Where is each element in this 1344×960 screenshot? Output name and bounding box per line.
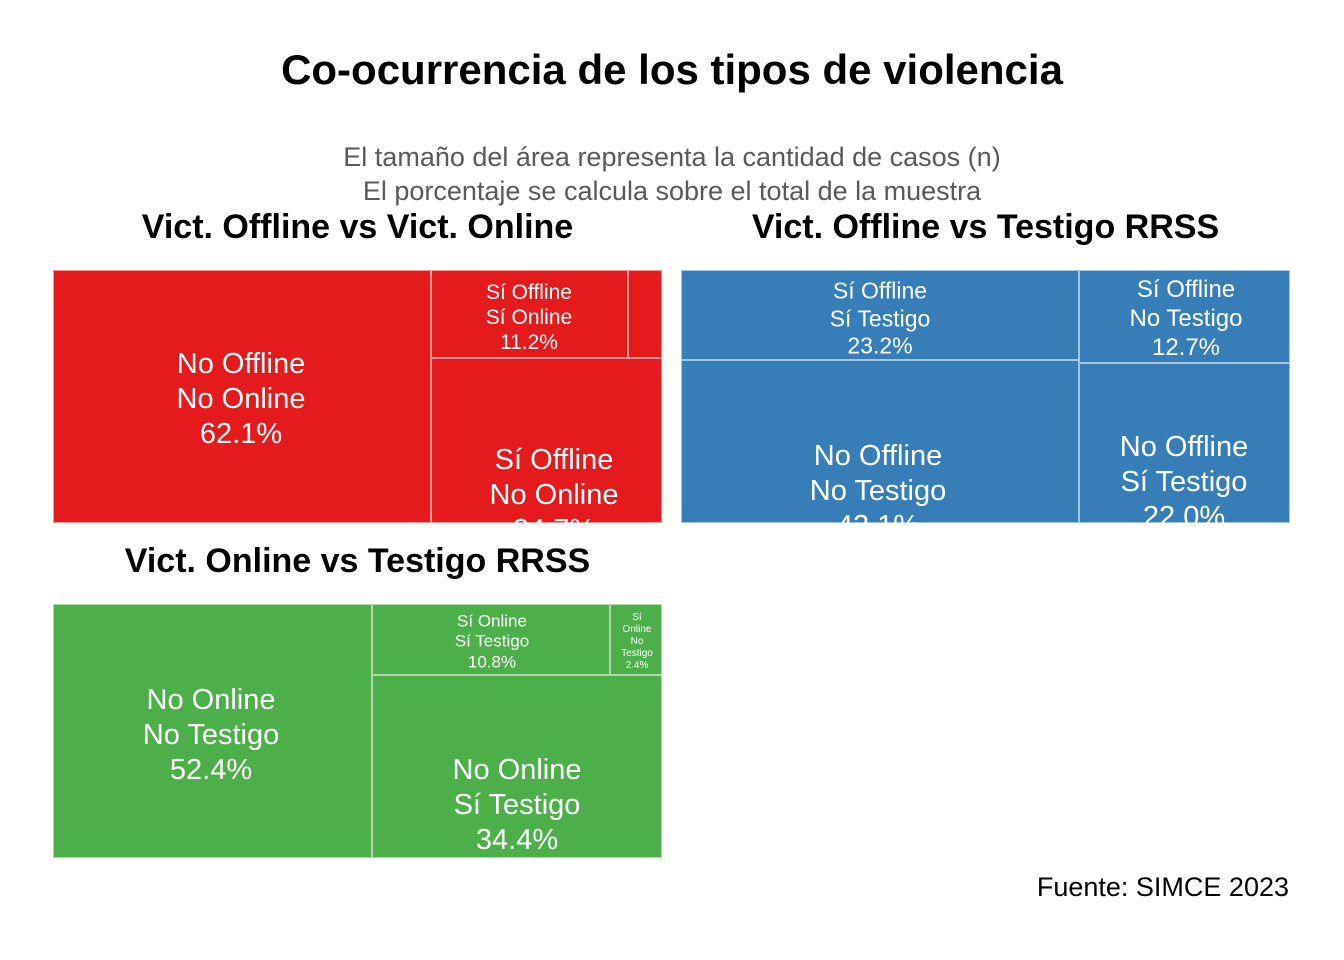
treemap-cell-label: Sí Offline Sí Online 11.2% [485,281,573,355]
panel-title-offline-testigo: Vict. Offline vs Testigo RRSS [751,208,1220,246]
treemap-cell: Sí Offline Sí Online 11.2% [431,270,628,358]
treemap-cell-label: No Online No Testigo 52.4% [142,683,280,786]
source-note: Fuente: SIMCE 2023 [1036,872,1289,902]
treemap-cell: No Offline No Online 62.1% [53,270,431,523]
treemap-cell: Sí Online No Testigo 2.4% [610,604,662,675]
treemap-offline-online: No Offline No Online 62.1% Sí Offline No Onl… [53,270,662,545]
treemap-cell: No Offline Sí Testigo 22.0% [1079,363,1290,532]
panel-title-offline-online: Vict. Offline vs Vict. Online [141,208,574,246]
treemap-cell-label: No Offline No Testigo 42.1% [809,439,947,542]
treemap-offline-testigo: Sí Offline Sí Testigo 23.2% No Offline No Te… [681,270,1290,541]
treemap-cell-label: No Offline Sí Testigo 22.0% [1119,430,1249,533]
subtitle-line-1: El tamaño del área representa la cantida… [343,142,1001,172]
treemap-cell-label: No Online Sí Testigo 34.4% [452,753,582,856]
treemap-cell [628,270,662,358]
treemap-cell-label: No Offline No Online 62.1% [176,347,306,450]
treemap-cell: No Online Sí Testigo 34.4% [372,675,662,858]
treemap-cell: Sí Offline Sí Testigo 23.2% [681,270,1079,360]
treemap-cell-label: Sí Offline No Online 24.7% [489,443,619,546]
treemap-cell-label: Sí Online Sí Testigo 10.8% [454,611,530,672]
treemap-cell-label: Sí Online No Testigo 2.4% [621,612,653,671]
treemap-cell: Sí Offline No Online 24.7% [431,358,662,545]
treemap-cell: Sí Offline No Testigo 12.7% [1079,270,1290,363]
treemap-cell: No Online No Testigo 52.4% [53,604,372,858]
treemap-cell: No Offline No Testigo 42.1% [681,360,1079,541]
treemap-cell-label: Sí Offline No Testigo 12.7% [1129,275,1243,361]
chart-title: Co-ocurrencia de los tipos de violencia [281,46,1063,93]
treemap-online-testigo: No Online No Testigo 52.4% Sí Online Sí Test… [53,604,662,858]
treemap-cell-label: Sí Offline Sí Testigo 23.2% [829,277,931,359]
treemap-cell: Sí Online Sí Testigo 10.8% [372,604,610,675]
panel-title-online-testigo: Vict. Online vs Testigo RRSS [124,542,591,580]
subtitle-line-2: El porcentaje se calcula sobre el total … [362,176,982,206]
